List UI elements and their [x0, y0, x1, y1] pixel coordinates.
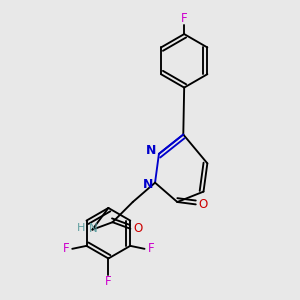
- Text: N: N: [142, 178, 153, 191]
- Text: F: F: [181, 12, 188, 25]
- Text: H: H: [76, 223, 85, 233]
- Text: O: O: [134, 222, 143, 235]
- Text: N: N: [89, 222, 98, 235]
- Text: N: N: [146, 144, 157, 158]
- Text: F: F: [105, 275, 112, 289]
- Text: F: F: [62, 242, 69, 255]
- Text: O: O: [199, 198, 208, 211]
- Text: F: F: [148, 242, 154, 255]
